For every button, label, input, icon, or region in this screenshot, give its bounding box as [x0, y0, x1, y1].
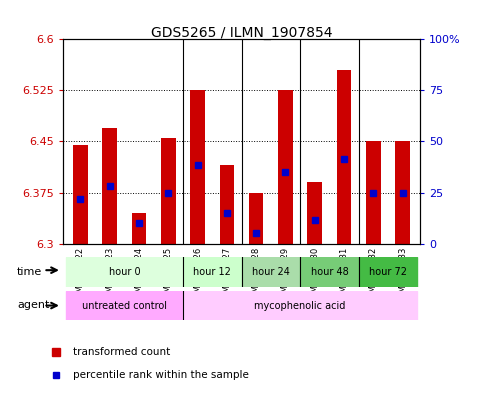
- Bar: [66, 257, 183, 287]
- Text: hour 72: hour 72: [369, 267, 407, 277]
- Bar: [395, 141, 410, 244]
- Bar: [102, 128, 117, 244]
- Bar: [183, 257, 242, 287]
- Bar: [366, 141, 381, 244]
- Bar: [161, 138, 176, 244]
- Bar: [278, 90, 293, 244]
- Bar: [300, 257, 359, 287]
- Text: time: time: [17, 267, 42, 277]
- Text: hour 24: hour 24: [252, 267, 290, 277]
- Text: hour 0: hour 0: [109, 267, 140, 277]
- Bar: [183, 291, 417, 320]
- Text: untreated control: untreated control: [82, 301, 167, 310]
- Text: GDS5265 / ILMN_1907854: GDS5265 / ILMN_1907854: [151, 26, 332, 40]
- Bar: [190, 90, 205, 244]
- Text: percentile rank within the sample: percentile rank within the sample: [73, 370, 249, 380]
- Text: mycophenolic acid: mycophenolic acid: [255, 301, 346, 310]
- Bar: [359, 257, 417, 287]
- Bar: [73, 145, 88, 244]
- Text: hour 12: hour 12: [193, 267, 231, 277]
- Text: agent: agent: [17, 300, 49, 310]
- Bar: [132, 213, 146, 244]
- Text: transformed count: transformed count: [73, 347, 170, 357]
- Bar: [249, 193, 263, 244]
- Bar: [242, 257, 300, 287]
- Text: hour 48: hour 48: [311, 267, 348, 277]
- Bar: [220, 165, 234, 244]
- Bar: [337, 70, 351, 244]
- Bar: [307, 182, 322, 244]
- Bar: [66, 291, 183, 320]
